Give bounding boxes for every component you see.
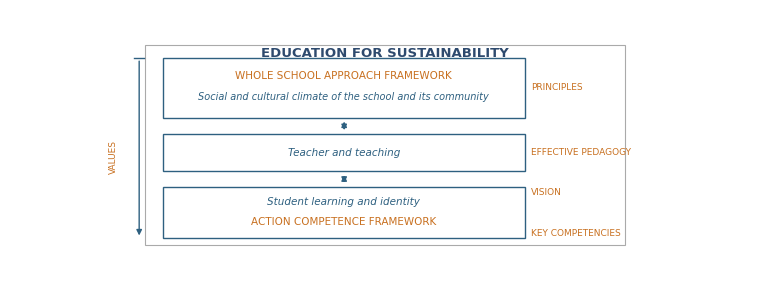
- Text: VISION: VISION: [530, 188, 562, 197]
- Text: Social and cultural climate of the school and its community: Social and cultural climate of the schoo…: [198, 92, 489, 102]
- Text: Teacher and teaching: Teacher and teaching: [288, 148, 400, 158]
- Bar: [163, 58, 525, 118]
- Bar: [145, 45, 625, 245]
- Text: EFFECTIVE PEDAGOGY: EFFECTIVE PEDAGOGY: [530, 148, 631, 157]
- Text: EDUCATION FOR SUSTAINABILITY: EDUCATION FOR SUSTAINABILITY: [261, 47, 509, 60]
- Text: KEY COMPETENCIES: KEY COMPETENCIES: [530, 229, 621, 238]
- Text: ACTION COMPETENCE FRAMEWORK: ACTION COMPETENCE FRAMEWORK: [252, 217, 436, 227]
- Text: PRINCIPLES: PRINCIPLES: [530, 84, 582, 92]
- Text: Student learning and identity: Student learning and identity: [268, 197, 420, 207]
- Bar: [163, 134, 525, 171]
- Text: WHOLE SCHOOL APPROACH FRAMEWORK: WHOLE SCHOOL APPROACH FRAMEWORK: [236, 71, 452, 81]
- Bar: [163, 187, 525, 238]
- Text: VALUES: VALUES: [109, 140, 119, 174]
